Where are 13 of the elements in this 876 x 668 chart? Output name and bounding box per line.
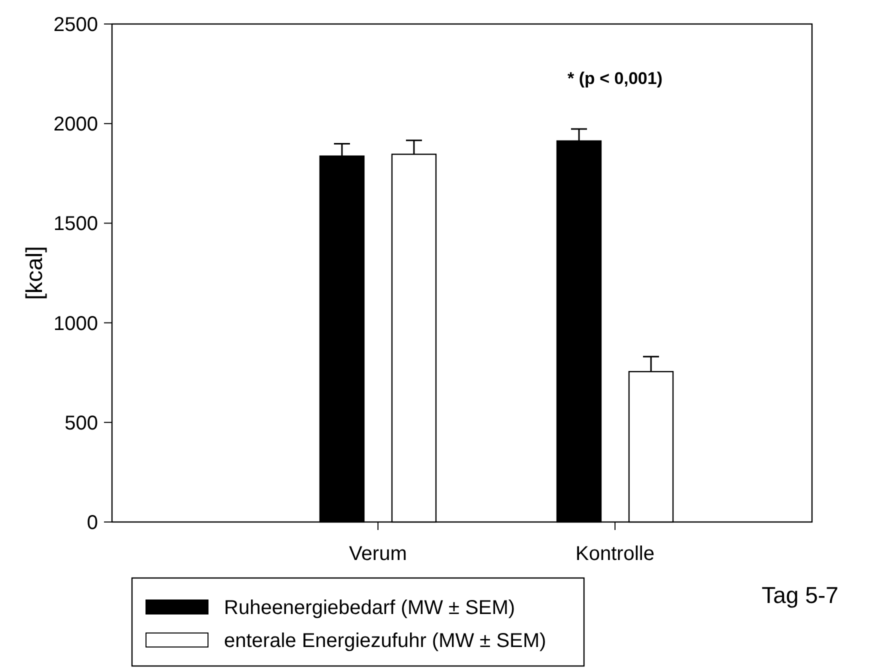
x-axis-title: Tag 5-7 (762, 582, 838, 608)
y-tick-label: 1500 (54, 213, 98, 236)
x-tick-label: Kontrolle (576, 543, 654, 565)
legend-label: Ruheenergiebedarf (MW ± SEM) (224, 597, 516, 619)
y-tick-label: 0 (86, 512, 98, 534)
x-tick-label: Verum (349, 543, 407, 565)
legend-label: enterale Energiezufuhr (MW ± SEM) (224, 630, 546, 652)
y-tick-label: 2500 (54, 14, 98, 36)
y-tick-label: 500 (64, 412, 98, 434)
y-tick-label: 1000 (54, 312, 98, 335)
y-axis-title: [kcal] (21, 246, 47, 300)
annotation: * (p < 0,001) (568, 69, 662, 88)
y-tick-label: 2000 (54, 114, 98, 136)
